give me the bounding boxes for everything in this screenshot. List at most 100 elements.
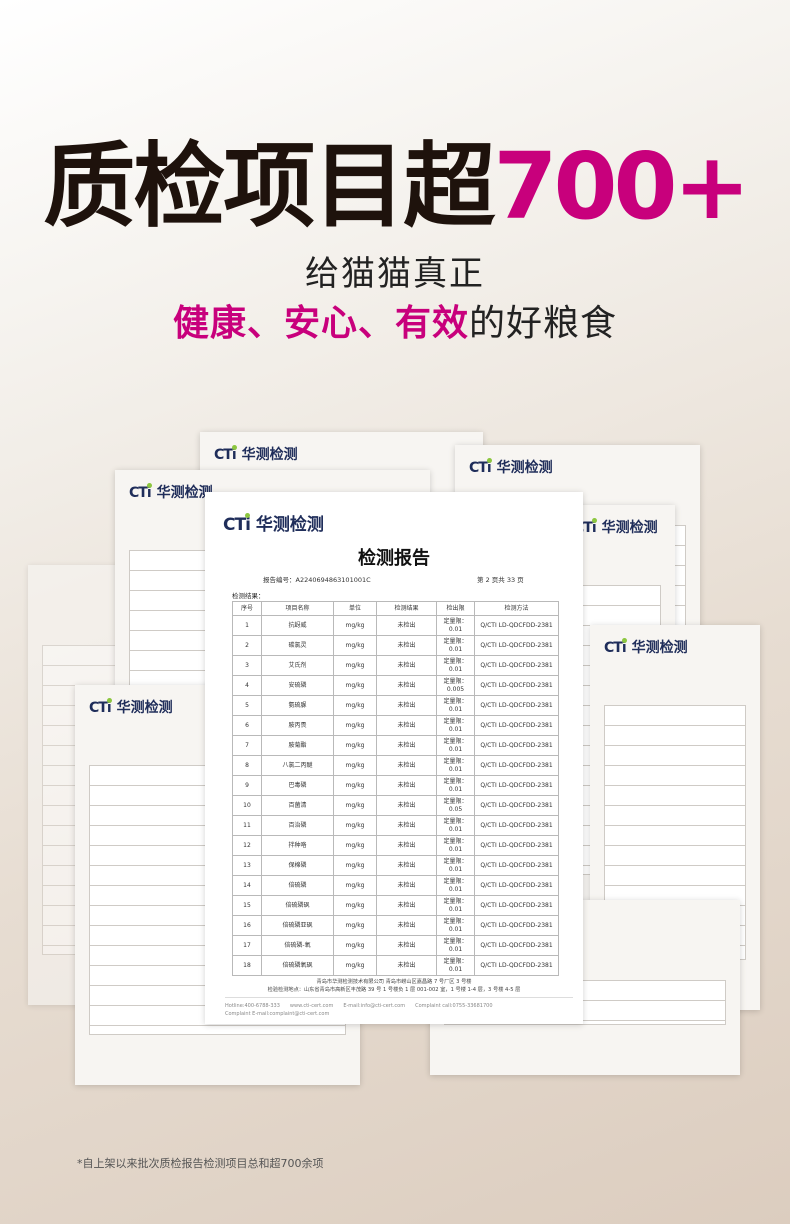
table-cell: mg/kg xyxy=(333,795,377,816)
table-row: 10 百菌清 mg/kg 未检出 定量限：0.05 Q/CTI LD-QDCFDD-238… xyxy=(232,795,559,816)
report-page: 第 2 页共 33 页 xyxy=(477,576,524,584)
detection-limit-cell: 定量限：0.01 xyxy=(436,875,475,896)
table-cell: mg/kg xyxy=(333,655,377,676)
table-cell: 未检出 xyxy=(376,735,437,756)
table-cell: 14 xyxy=(232,875,262,896)
table-cell: 17 xyxy=(232,935,262,956)
table-cell: 11 xyxy=(232,815,262,836)
table-cell: Q/CTI LD-QDCFDD-2381 xyxy=(474,775,559,796)
detection-limit-cell: 定量限：0.01 xyxy=(436,655,475,676)
contact-line: Hotline:400-6788-333 www.cti-cert.com E-ma… xyxy=(225,997,573,1018)
footer-company: 青岛市华测检测技术有限公司 青岛市崂山区嘉昌路 7 号厂区 3 号楼 xyxy=(316,979,472,985)
footnote: *自上架以来批次质检报告检测项目总和超700余项 xyxy=(77,1157,324,1170)
column-header: 检出限 xyxy=(436,601,475,616)
table-row: 8 八氯二丙醚 mg/kg 未检出 定量限：0.01 Q/CTI LD-QDCFDD-23… xyxy=(232,755,559,776)
separator: 、 xyxy=(358,303,396,344)
table-row: 12 拌种咯 mg/kg 未检出 定量限：0.01 Q/CTI LD-QDCFDD-238… xyxy=(232,835,559,856)
table-cell: 未检出 xyxy=(376,635,437,656)
detection-limit-cell: 定量限：0.01 xyxy=(436,735,475,756)
table-cell: 7 xyxy=(232,735,262,756)
report-title: 检测报告 xyxy=(358,548,430,569)
report-number: 报告编号：A2240694863101001C xyxy=(263,576,371,584)
detection-limit-cell: 定量限：0.01 xyxy=(436,815,475,836)
table-cell: 艾氏剂 xyxy=(261,655,334,676)
table-cell: 未检出 xyxy=(376,895,437,916)
table-cell: 未检出 xyxy=(376,675,437,696)
table-cell: 巴毒磷 xyxy=(261,775,334,796)
headline-text: 质检项目超 xyxy=(43,132,495,240)
table-cell: Q/CTI LD-QDCFDD-2381 xyxy=(474,755,559,776)
table-cell: Q/CTI LD-QDCFDD-2381 xyxy=(474,855,559,876)
contact-item: Hotline:400-6788-333 xyxy=(225,1003,280,1009)
detection-limit-cell: 定量限：0.01 xyxy=(436,835,475,856)
table-cell: Q/CTI LD-QDCFDD-2381 xyxy=(474,615,559,636)
table-cell: mg/kg xyxy=(333,715,377,736)
table-cell: 倍硫磷亚砜 xyxy=(261,915,334,936)
table-cell: 13 xyxy=(232,855,262,876)
highlight-effective: 有效 xyxy=(395,303,470,344)
column-header: 项目名称 xyxy=(261,601,334,616)
table-cell: 15 xyxy=(232,895,262,916)
table-cell: 安硫磷 xyxy=(261,675,334,696)
detection-limit-cell: 定量限：0.01 xyxy=(436,635,475,656)
table-cell: 倍硫磷 xyxy=(261,875,334,896)
subheadline-tail: 的好粮食 xyxy=(469,303,618,344)
table-cell: mg/kg xyxy=(333,835,377,856)
table-cell: 未检出 xyxy=(376,915,437,936)
table-cell: 3 xyxy=(232,655,262,676)
highlight-healthy: 健康 xyxy=(172,303,247,344)
table-cell: 胺菊酯 xyxy=(261,735,334,756)
table-cell: Q/CTI LD-QDCFDD-2381 xyxy=(474,795,559,816)
table-row: 4 安硫磷 mg/kg 未检出 定量限：0.005 Q/CTI LD-QDCFDD-238… xyxy=(232,675,559,696)
table-cell: Q/CTI LD-QDCFDD-2381 xyxy=(474,695,559,716)
table-row: 18 倍硫磷氧砜 mg/kg 未检出 定量限：0.01 Q/CTI LD-QDCFDD-2… xyxy=(232,955,559,976)
table-cell: 保棉磷 xyxy=(261,855,334,876)
table-cell: 未检出 xyxy=(376,935,437,956)
table-cell: 4 xyxy=(232,675,262,696)
table-cell: 9 xyxy=(232,775,262,796)
table-cell: mg/kg xyxy=(333,875,377,896)
detection-limit-cell: 定量限：0.01 xyxy=(436,755,475,776)
table-cell: 未检出 xyxy=(376,815,437,836)
table-cell: 倍硫磷氧砜 xyxy=(261,955,334,976)
table-row: 9 巴毒磷 mg/kg 未检出 定量限：0.01 Q/CTI LD-QDCFDD-2381 xyxy=(232,775,559,796)
test-report-main: CTi 华测检测 检测报告 报告编号：A2240694863101001C 第 2… xyxy=(205,492,583,1024)
table-cell: mg/kg xyxy=(333,915,377,936)
table-cell: mg/kg xyxy=(333,635,377,656)
table-cell: 16 xyxy=(232,915,262,936)
table-cell: mg/kg xyxy=(333,735,377,756)
table-cell: Q/CTI LD-QDCFDD-2381 xyxy=(474,655,559,676)
table-cell: Q/CTI LD-QDCFDD-2381 xyxy=(474,835,559,856)
detection-limit-cell: 定量限：0.05 xyxy=(436,795,475,816)
table-row: 11 百治磷 mg/kg 未检出 定量限：0.01 Q/CTI LD-QDCFDD-238… xyxy=(232,815,559,836)
table-cell: mg/kg xyxy=(333,615,377,636)
detection-limit-cell: 定量限：0.01 xyxy=(436,695,475,716)
column-header: 检测方法 xyxy=(474,601,559,616)
detection-limit-cell: 定量限：0.01 xyxy=(436,895,475,916)
table-cell: 8 xyxy=(232,755,262,776)
table-row: 15 倍硫磷砜 mg/kg 未检出 定量限：0.01 Q/CTI LD-QDCFDD-23… xyxy=(232,895,559,916)
subheadline-line2: 健康、安心、有效的好粮食 xyxy=(0,294,790,346)
table-cell: 未检出 xyxy=(376,835,437,856)
headline-number: 700+ xyxy=(493,133,750,240)
table-cell: mg/kg xyxy=(333,855,377,876)
detection-limit-cell: 定量限：0.01 xyxy=(436,935,475,956)
column-header: 检测结果 xyxy=(376,601,437,616)
column-header: 序号 xyxy=(232,601,262,616)
table-cell: Q/CTI LD-QDCFDD-2381 xyxy=(474,675,559,696)
table-cell: 八氯二丙醚 xyxy=(261,755,334,776)
table-cell: mg/kg xyxy=(333,695,377,716)
table-cell: mg/kg xyxy=(333,775,377,796)
table-row: 16 倍硫磷亚砜 mg/kg 未检出 定量限：0.01 Q/CTI LD-QDCFDD-2… xyxy=(232,915,559,936)
highlight-safe: 安心 xyxy=(283,303,358,344)
table-row: 2 碳氯灵 mg/kg 未检出 定量限：0.01 Q/CTI LD-QDCFDD-2381 xyxy=(232,635,559,656)
table-row: 13 保棉磷 mg/kg 未检出 定量限：0.01 Q/CTI LD-QDCFDD-238… xyxy=(232,855,559,876)
detection-limit-cell: 定量限：0.01 xyxy=(436,955,475,976)
detection-limit-cell: 定量限：0.01 xyxy=(436,855,475,876)
table-cell: 倍硫磷砜 xyxy=(261,895,334,916)
